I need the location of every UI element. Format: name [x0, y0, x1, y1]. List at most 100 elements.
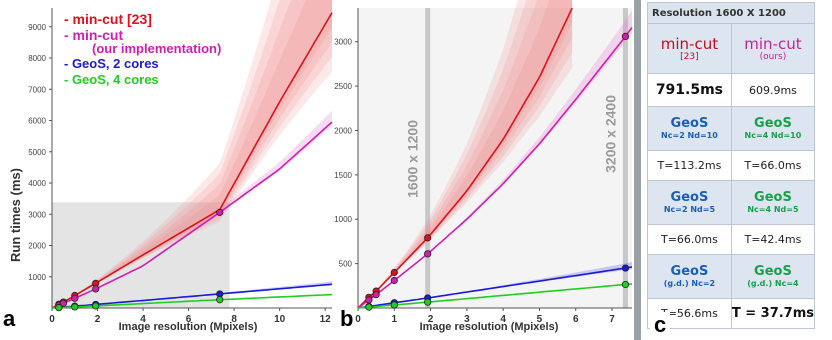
- x-tick-label: 3: [464, 314, 470, 325]
- x-tick-label: 5: [537, 314, 543, 325]
- data-point-geos4: [390, 301, 398, 309]
- series-band-mincut23: [52, 0, 332, 308]
- chart-a-legend: - min-cut [23] - min-cut (our implementa…: [64, 11, 221, 87]
- y-tick-label: 2000: [334, 126, 352, 135]
- series-band-mincut23: [52, 0, 332, 308]
- data-point-mincut_ours: [365, 296, 373, 304]
- geos-r2-right-name: GeoS: [754, 190, 792, 205]
- geos-r3-right-params: (g.d.) Nc=4: [747, 279, 799, 288]
- y-tick-label: 3000: [28, 210, 46, 219]
- x-tick-label: 6: [186, 314, 192, 325]
- mincut23-name: min-cut: [660, 34, 719, 53]
- data-point-mincut_ours: [390, 276, 398, 285]
- y-tick-label: 9000: [28, 23, 46, 32]
- data-point-mincut_ours: [216, 208, 224, 216]
- y-tick-label: 3000: [334, 38, 352, 47]
- chart-a-ylabel: Run times (ms): [8, 168, 23, 262]
- geos-r1-right-name: GeoS: [754, 116, 792, 131]
- series-band-mincut23: [358, 0, 573, 308]
- data-point-mincut_ours: [92, 285, 100, 293]
- mincut23-ref: [23]: [680, 51, 699, 62]
- legend-entry-geos4: - GeoS, 4 cores: [64, 72, 159, 87]
- data-point-geos4: [216, 296, 224, 304]
- geos-r1-left-name: GeoS: [670, 116, 709, 131]
- data-point-geos4: [55, 304, 63, 312]
- x-tick-label: 4: [140, 314, 146, 325]
- geos-r2-right-params: Nc=4 Nd=5: [747, 205, 799, 214]
- y-tick-label: 4000: [28, 179, 46, 188]
- cell-mincut23: min-cut [23]: [647, 23, 732, 74]
- legend-entry-mincut-ours: - min-cut: [64, 27, 123, 43]
- x-tick-label: 7: [609, 314, 615, 325]
- series-line-geos2: [357, 266, 633, 309]
- panel-label-a: a: [3, 306, 16, 331]
- y-tick-label: 1000: [334, 215, 352, 224]
- cell-geos-r3-left: GeoS (g.d.) Nc=2: [647, 254, 732, 299]
- series-line-geos4: [357, 283, 633, 309]
- data-point-geos4: [92, 302, 100, 310]
- x-tick-label: 8: [231, 314, 237, 325]
- mincut23-value: 791.5ms: [647, 73, 732, 107]
- table-panel: Resolution 1600 X 1200 min-cut [23] min-…: [641, 2, 830, 337]
- y-tick-label: 2500: [334, 82, 352, 91]
- y-tick-label: 5000: [28, 148, 46, 157]
- cell-mincut-ours: min-cut (ours): [730, 23, 816, 74]
- data-point-geos4: [424, 298, 432, 306]
- data-point-mincut_ours: [372, 291, 380, 299]
- cell-geos-r2-right: GeoS Nc=4 Nd=5: [730, 180, 816, 225]
- data-point-mincut_ours: [621, 32, 630, 41]
- geos-r3-left-params: (g.d.) Nc=2: [663, 279, 716, 288]
- cell-geos-r1-left: GeoS Nc=2 Nd=10: [647, 106, 732, 151]
- x-tick-label: 6: [573, 314, 579, 325]
- geos-r3-left-name: GeoS: [670, 264, 709, 279]
- geos-r3-right-value: T = 37.7ms: [730, 298, 816, 329]
- panel-label-c: c: [650, 312, 671, 338]
- x-tick-label: 1: [392, 314, 398, 325]
- data-point-geos4: [365, 303, 373, 311]
- series-band-mincut23: [52, 0, 332, 308]
- x-tick-label: 4: [500, 314, 506, 325]
- data-point-mincut23: [390, 268, 398, 277]
- data-point-geos4: [71, 303, 79, 311]
- geos-r2-right-value: T=42.4ms: [730, 224, 816, 255]
- y-tick-label: 2000: [28, 242, 46, 251]
- y-tick-label: 7000: [28, 85, 46, 94]
- plot-background: [358, 8, 632, 308]
- series-line-mincut_ours: [357, 27, 633, 309]
- table-title: Resolution 1600 X 1200: [647, 2, 815, 24]
- chart-b-xlabel: Image resolution (Mpixels): [420, 321, 559, 333]
- y-tick-label: 1500: [334, 171, 352, 180]
- resolution-marker-label: 3200 x 2400: [602, 95, 618, 173]
- x-tick-label: 12: [320, 314, 332, 325]
- series-band-mincut23: [52, 0, 332, 308]
- geos-r2-left-value: T=66.0ms: [647, 224, 732, 255]
- data-point-mincut_ours: [71, 294, 79, 302]
- resolution-marker-label: 1600 x 1200: [405, 120, 421, 198]
- y-tick-label: 8000: [28, 54, 46, 63]
- series-band-mincut23: [358, 0, 573, 308]
- zoom-region: [52, 202, 230, 308]
- geos-r1-right-value: T=66.0ms: [730, 150, 816, 181]
- mincut-ours-name: min-cut: [744, 34, 802, 53]
- panel-separator: [634, 0, 641, 340]
- chart-a-xlabel: Image resolution (Mpixels): [119, 321, 258, 333]
- cell-geos-r3-right: GeoS (g.d.) Nc=4: [730, 254, 816, 299]
- data-point-mincut23: [424, 234, 432, 242]
- data-point-geos2: [621, 264, 630, 272]
- panel-label-b: b: [340, 306, 354, 331]
- y-tick-label: 6000: [28, 117, 46, 126]
- x-tick-label: 10: [274, 314, 286, 325]
- x-tick-label: 2: [428, 314, 434, 325]
- legend-entry-geos2: - GeoS, 2 cores: [64, 56, 159, 71]
- series-band-mincut23: [358, 0, 573, 308]
- y-tick-label: 500: [339, 260, 353, 269]
- chart-b: 1600 x 1200 3200 x 2400 0 1 2 3 4 5 6 7 500 1000 150…: [334, 0, 633, 333]
- x-tick-label: 2: [95, 314, 101, 325]
- data-point-geos4: [621, 280, 630, 289]
- data-point-mincut_ours: [424, 250, 432, 258]
- timing-table: Resolution 1600 X 1200 min-cut [23] min-…: [647, 2, 816, 329]
- legend-entry-mincut-ours-sub: (our implementation): [92, 41, 221, 56]
- x-tick-label: 0: [355, 314, 361, 325]
- cell-geos-r2-left: GeoS Nc=2 Nd=5: [647, 180, 732, 225]
- x-tick-label: 0: [49, 314, 55, 325]
